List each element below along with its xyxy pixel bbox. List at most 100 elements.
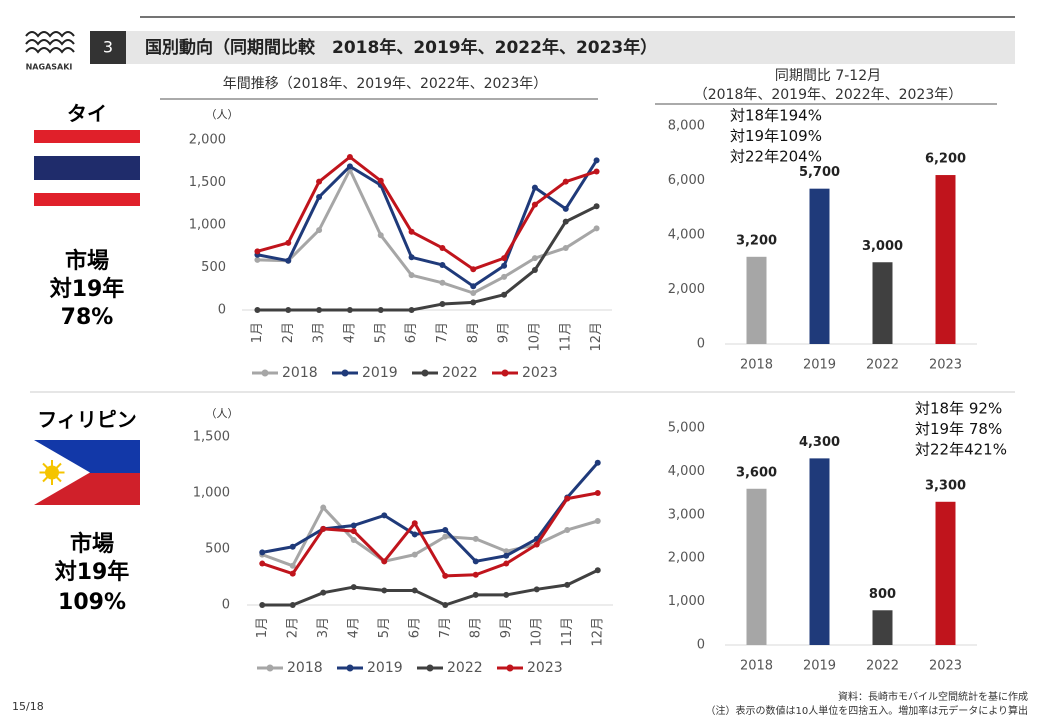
bar xyxy=(746,256,767,344)
legend-marker xyxy=(426,664,434,672)
legend-label: 2022 xyxy=(442,365,478,381)
x-tick-label: 10月 xyxy=(529,617,544,647)
data-point xyxy=(289,602,296,608)
legend-label: 2022 xyxy=(447,660,483,676)
data-point xyxy=(254,256,261,263)
data-point xyxy=(377,307,384,313)
x-tick-label: 7月 xyxy=(438,617,453,638)
data-point xyxy=(501,262,508,269)
x-tick-label: 1月 xyxy=(250,322,265,343)
data-point xyxy=(472,571,479,578)
data-point xyxy=(350,528,357,535)
data-point xyxy=(593,168,600,175)
data-point xyxy=(531,184,538,191)
source: 資料：長崎市モバイル空間統計を基に作成 xyxy=(838,690,1028,703)
data-point xyxy=(320,525,327,532)
value-label: 3,600 xyxy=(736,465,777,480)
data-point xyxy=(350,584,357,591)
legend-label: 2023 xyxy=(527,660,563,676)
legend-marker xyxy=(421,369,429,377)
data-point xyxy=(562,205,569,212)
x-tick-label: 12月 xyxy=(589,322,604,352)
x-tick-label: 3月 xyxy=(312,322,327,343)
data-point xyxy=(285,239,292,246)
data-point xyxy=(564,526,571,533)
x-tick-label: 2022 xyxy=(866,659,899,674)
title-bar xyxy=(90,31,1015,64)
slide-title: 国別動向（同期間比較 2018年、2019年、2022年、2023年） xyxy=(145,37,657,58)
y-tick-label: 1,500 xyxy=(189,175,226,190)
x-tick-label: 2019 xyxy=(803,358,836,373)
data-point xyxy=(259,602,266,608)
data-point xyxy=(439,301,446,308)
market-vs: 対19年 xyxy=(55,559,130,585)
x-tick-label: 12月 xyxy=(590,617,605,647)
logo: NAGASAKI xyxy=(25,31,75,72)
y-tick-label: 0 xyxy=(222,598,230,613)
y-tick-label: 500 xyxy=(201,260,226,275)
legend-label: 2019 xyxy=(362,365,398,381)
x-tick-label: 11月 xyxy=(558,322,573,352)
x-tick-label: 4月 xyxy=(346,617,361,638)
data-point xyxy=(289,562,296,569)
data-point xyxy=(503,548,510,555)
data-point xyxy=(593,157,600,164)
market-rate: 78% xyxy=(61,305,114,330)
data-point xyxy=(254,307,261,313)
data-point xyxy=(593,203,600,210)
x-tick-label: 11月 xyxy=(560,617,575,647)
legend-label: 2018 xyxy=(282,365,318,381)
data-point xyxy=(562,244,569,251)
legend-marker xyxy=(506,664,514,672)
data-point xyxy=(408,307,415,313)
y-tick-label: 0 xyxy=(218,303,226,318)
data-point xyxy=(439,279,446,286)
data-point xyxy=(562,178,569,185)
chart-subtitle: （2018年、2019年、2022年、2023年） xyxy=(694,87,963,103)
number-box xyxy=(90,31,126,64)
y-tick-label: 0 xyxy=(697,337,705,352)
data-point xyxy=(533,541,540,548)
data-point xyxy=(316,178,323,185)
data-point xyxy=(289,543,296,550)
data-point xyxy=(562,218,569,225)
data-point xyxy=(285,257,292,264)
data-point xyxy=(533,586,540,593)
data-point xyxy=(501,255,508,262)
data-point xyxy=(285,307,292,313)
series-line xyxy=(257,159,598,288)
data-point xyxy=(531,255,538,262)
annotation: 対22年421% xyxy=(915,441,1007,459)
data-point xyxy=(503,552,510,559)
y-tick-label: 4,000 xyxy=(668,464,705,479)
data-point xyxy=(501,273,508,280)
data-point xyxy=(564,495,571,502)
x-tick-label: 8月 xyxy=(468,617,483,638)
data-point xyxy=(408,272,415,279)
x-tick-label: 2018 xyxy=(740,358,773,373)
data-point xyxy=(442,602,449,608)
data-point xyxy=(531,267,538,274)
data-point xyxy=(411,551,418,558)
value-label: 3,200 xyxy=(736,233,777,248)
data-point xyxy=(316,227,323,234)
series-line xyxy=(262,568,599,607)
y-tick-label: 1,000 xyxy=(193,486,230,501)
data-point xyxy=(289,570,296,577)
data-point xyxy=(503,560,510,567)
y-tick-label: 2,000 xyxy=(189,133,226,148)
data-point xyxy=(346,154,353,160)
x-tick-label: 3月 xyxy=(316,617,331,638)
bar xyxy=(809,188,830,344)
legend-marker xyxy=(261,369,269,377)
market-vs: 対19年 xyxy=(50,276,125,302)
logo-text: NAGASAKI xyxy=(26,63,73,72)
bar xyxy=(746,488,767,645)
bar xyxy=(935,175,956,344)
philippine-flag xyxy=(34,440,140,505)
x-tick-label: 6月 xyxy=(404,322,419,343)
y-tick-label: 0 xyxy=(697,638,705,653)
annotation: 対19年 78% xyxy=(915,420,1002,438)
data-point xyxy=(350,537,357,544)
